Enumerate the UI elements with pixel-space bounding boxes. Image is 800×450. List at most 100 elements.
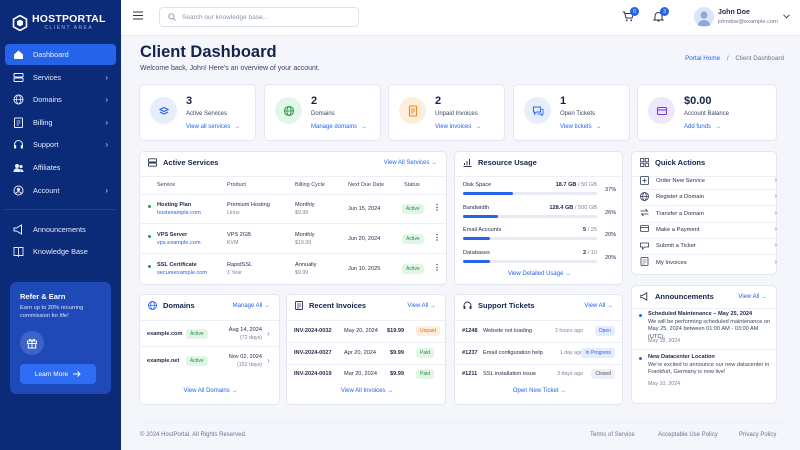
status-dot (148, 265, 151, 268)
service-name: VPS Server (157, 232, 188, 238)
ticket-subject[interactable]: Website not loading (483, 328, 533, 334)
search-input[interactable]: Search our knowledge base... (182, 13, 268, 21)
sidebar-item-services[interactable]: Services › (5, 67, 116, 88)
footer-privacy-link[interactable]: Privacy Policy (739, 432, 777, 438)
more-options-icon[interactable]: ⋮ (433, 233, 441, 242)
service-host[interactable]: vps.example.com (157, 240, 201, 246)
more-options-icon[interactable]: ⋮ (433, 203, 441, 212)
refer-card: Refer & Earn Earn up to 20% recurring co… (10, 282, 111, 394)
sidebar-item-announcements[interactable]: Announcements (5, 219, 116, 240)
chevron-right-icon: › (267, 356, 270, 365)
learn-more-button[interactable]: Learn More (20, 364, 96, 384)
manage-all-domains-link[interactable]: Manage All → (232, 303, 270, 309)
service-name: SSL Certificate (157, 262, 197, 268)
quick-action-order-new-service[interactable]: Order New Service › (640, 173, 777, 190)
usage-label: Email Accounts (463, 227, 502, 233)
view-all-invoices-top-link[interactable]: View All → (407, 303, 436, 309)
avatar[interactable] (694, 7, 714, 27)
stat-link[interactable]: View all services → (186, 124, 241, 130)
view-all-announcements-link[interactable]: View All → (738, 294, 767, 300)
view-all-tickets-top-link[interactable]: View All → (584, 303, 613, 309)
sidebar-item-knowledge-base[interactable]: Knowledge Base (5, 241, 116, 262)
chat-icon (524, 97, 551, 124)
chevron-right-icon: › (774, 258, 777, 266)
footer-aup-link[interactable]: Acceptable Use Policy (658, 432, 718, 438)
chevron-right-icon: › (774, 225, 777, 233)
globe-icon (12, 94, 24, 105)
sidebar-item-label: Knowledge Base (33, 247, 88, 257)
quick-action-make-a-payment[interactable]: Make a Payment › (640, 222, 777, 239)
domain-name[interactable]: example.net (147, 358, 180, 364)
expiry-date: Aug 14, 2024 (228, 327, 262, 333)
invoice-id[interactable]: INV-2024-0019 (294, 371, 332, 377)
stat-link[interactable]: Add funds → (684, 124, 722, 130)
usage-progress-bar (463, 237, 597, 240)
status-badge: Paid (416, 347, 435, 358)
usage-progress-fill (463, 259, 490, 263)
invoice-id[interactable]: INV-2024-0032 (294, 328, 332, 334)
arrow-right-icon: → (234, 124, 241, 130)
search-bar[interactable]: Search our knowledge base... (159, 7, 359, 27)
open-new-ticket-link[interactable]: Open New Ticket → (512, 388, 567, 394)
quick-action-register-a-domain[interactable]: Register a Domain › (640, 189, 777, 207)
column-header: Next Due Date (348, 182, 385, 188)
sidebar-item-billing[interactable]: Billing › (5, 112, 116, 133)
footer-terms-link[interactable]: Terms of Service (590, 432, 635, 438)
breadcrumb-home[interactable]: Portal Home (685, 55, 721, 62)
usage-value: 2 / 10 (582, 249, 597, 256)
breadcrumb-separator: / (726, 55, 729, 62)
stat-link[interactable]: View invoices → (435, 124, 482, 130)
sidebar-item-label: Services (33, 72, 61, 82)
announcement-date: May 10, 2024 (648, 381, 681, 387)
sidebar-item-dashboard[interactable]: Dashboard (5, 44, 116, 65)
user-name[interactable]: John Doe (718, 9, 750, 16)
quick-action-transfer-a-domain[interactable]: Transfer a Domain › (640, 206, 777, 223)
invoice-amount: $9.99 (390, 371, 404, 377)
quick-action-my-invoices[interactable]: My Invoices › (640, 255, 777, 271)
quick-action-submit-a-ticket[interactable]: Submit a Ticket › (640, 238, 777, 256)
menu-toggle-icon[interactable] (133, 11, 143, 20)
sidebar-item-support[interactable]: Support › (5, 134, 116, 155)
announcement-title[interactable]: Scheduled Maintenance – May 25, 2024 (648, 311, 753, 317)
ticket-id[interactable]: #1211 (462, 371, 478, 377)
view-all-services-link[interactable]: View All Services → (383, 160, 437, 166)
invoice-id[interactable]: INV-2024-0027 (294, 349, 332, 356)
notifications-button[interactable]: 3 (652, 7, 669, 24)
brand-logo[interactable]: HOSTPORTAL CLIENT AREA (0, 0, 121, 36)
invoice-amount: $19.99 (387, 328, 405, 334)
domain-name[interactable]: example.com (147, 331, 183, 337)
column-header: Status (404, 182, 420, 188)
ticket-id[interactable]: #1237 (462, 349, 478, 356)
view-detailed-usage-link[interactable]: View Detailed Usage → (507, 271, 572, 277)
view-all-invoices-link[interactable]: View All Invoices → (340, 388, 394, 394)
sidebar-item-domains[interactable]: Domains › (5, 89, 116, 110)
ticket-subject[interactable]: Email configuration help (483, 349, 543, 356)
service-host[interactable]: secureexample.com (157, 270, 208, 276)
resource-usage-title: Resource Usage (463, 158, 537, 167)
server-icon (12, 72, 24, 83)
product-sub: KVM (227, 240, 239, 246)
active-services-card: Active Services View All Services → Serv… (139, 151, 447, 285)
chevron-down-icon[interactable] (783, 14, 790, 19)
refer-text: Earn up to 20% recurring commission for … (20, 305, 84, 319)
next-due-date: Jun 20, 2024 (348, 236, 381, 242)
wallet-icon (648, 97, 675, 124)
more-options-icon[interactable]: ⋮ (433, 263, 441, 272)
invoice-amount: $9.99 (390, 349, 404, 356)
chevron-right-icon: › (774, 209, 777, 217)
announcement-title[interactable]: New Datacenter Location (648, 354, 715, 360)
view-all-domains-link[interactable]: View All Domains → (183, 388, 238, 394)
stat-link[interactable]: Manage domains → (311, 124, 368, 130)
sidebar-item-account[interactable]: Account › (5, 180, 116, 201)
sidebar-item-affiliates[interactable]: Affiliates (5, 157, 116, 178)
usage-progress-fill (463, 237, 490, 240)
ticket-id[interactable]: #1248 (462, 328, 478, 334)
cart-button[interactable]: 0 (622, 7, 639, 24)
ticket-subject[interactable]: SSL installation issue (483, 371, 536, 377)
announcement-body: We're excited to announce our new datace… (648, 362, 770, 376)
stat-link[interactable]: View tickets → (560, 124, 602, 130)
status-badge: Active (402, 264, 424, 274)
arrow-right-icon: → (595, 124, 602, 130)
sidebar: HOSTPORTAL CLIENT AREA Dashboard Services… (0, 0, 121, 450)
service-host[interactable]: hostexample.com (157, 210, 201, 216)
